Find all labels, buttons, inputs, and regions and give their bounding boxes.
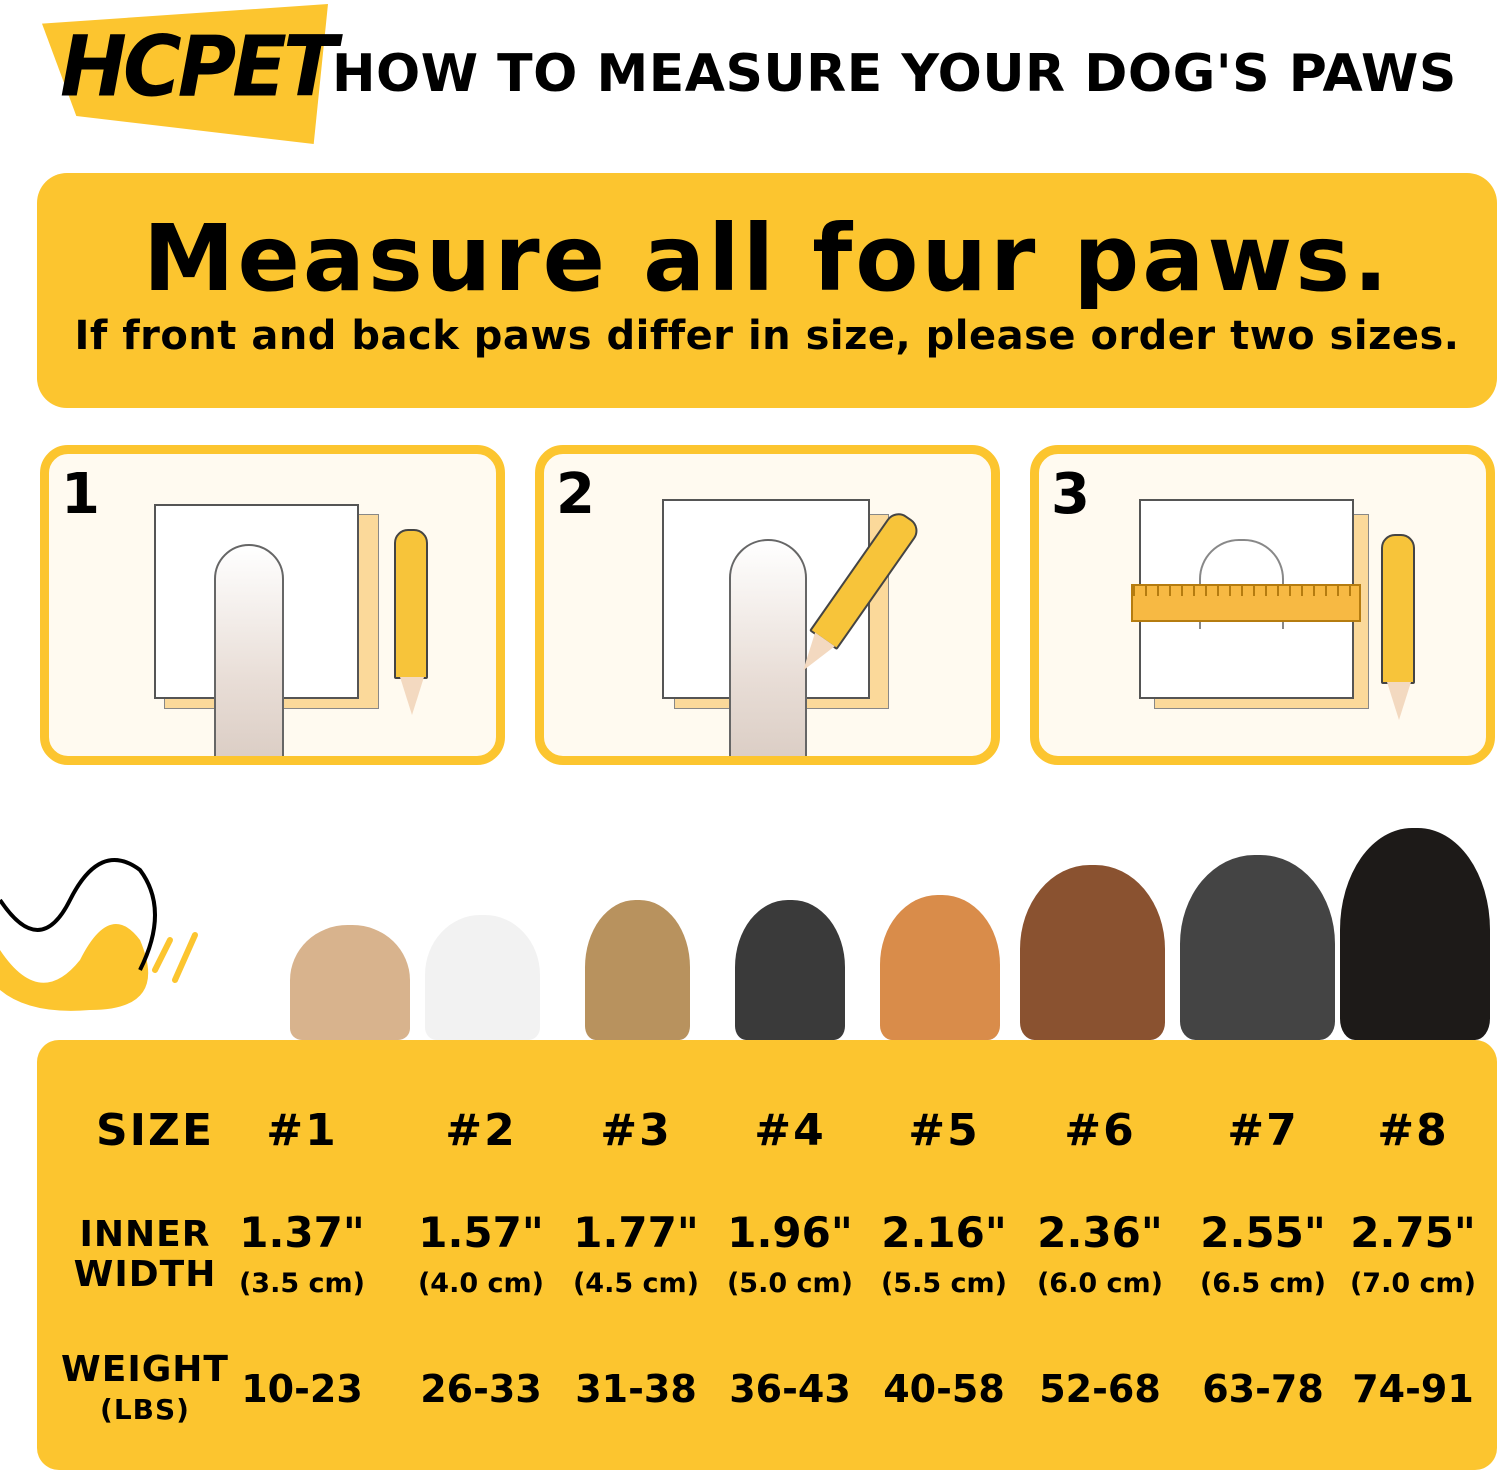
inner-width-cm: (5.0 cm) [726, 1268, 854, 1299]
inner-width-cm: (7.0 cm) [1349, 1268, 1477, 1299]
pencil-icon [394, 529, 428, 715]
inner-width-label: INNER WIDTH [74, 1215, 217, 1295]
dog-schnauzer-image [735, 900, 845, 1040]
banner-subtext: If front and back paws differ in size, p… [74, 313, 1460, 359]
weight-label-text: WEIGHT [61, 1349, 229, 1390]
inner-width-cm: (6.5 cm) [1199, 1268, 1327, 1299]
inner-width-inches: 2.55" [1200, 1208, 1326, 1257]
step-number: 3 [1051, 462, 1090, 527]
dog-yorkie-image [585, 900, 690, 1040]
dog-paw-icon [214, 544, 284, 756]
weight-unit: (LBS) [100, 1393, 190, 1426]
step-panel-1: 1 [40, 445, 505, 765]
weight-range: 36-43 [729, 1367, 851, 1411]
step-number: 1 [61, 462, 100, 527]
dog-paw-icon [729, 539, 807, 756]
weight-range: 10-23 [241, 1367, 363, 1411]
inner-width-inches: 1.37" [239, 1208, 365, 1257]
inner-width-inches: 2.36" [1037, 1208, 1163, 1257]
dog-bichon-image [425, 915, 540, 1040]
size-cell: #4 [754, 1105, 826, 1156]
size-cell: #5 [908, 1105, 980, 1156]
weight-range: 74-91 [1352, 1367, 1474, 1411]
size-cell: #6 [1064, 1105, 1136, 1156]
decorative-swoosh-icon [0, 858, 198, 1011]
dog-rottweiler-image [1340, 828, 1490, 1040]
dog-chihuahua-image [290, 925, 410, 1040]
inner-width-inches: 2.75" [1350, 1208, 1476, 1257]
dog-aussie-image [1020, 865, 1165, 1040]
size-cell: #1 [266, 1105, 338, 1156]
size-label: SIZE [95, 1105, 215, 1156]
weight-range: 26-33 [420, 1367, 542, 1411]
step-panel-2: 2 [535, 445, 1000, 765]
size-cell: #8 [1377, 1105, 1449, 1156]
page-title: HOW TO MEASURE YOUR DOG'S PAWS [332, 44, 1457, 104]
inner-width-inches: 1.77" [573, 1208, 699, 1257]
inner-width-cm: (6.0 cm) [1036, 1268, 1164, 1299]
size-cell: #2 [445, 1105, 517, 1156]
inner-width-cm: (3.5 cm) [238, 1268, 366, 1299]
weight-label: WEIGHT (LBS) [61, 1350, 229, 1430]
step-number: 2 [556, 462, 595, 527]
size-cell: #7 [1227, 1105, 1299, 1156]
brand-logo: HCPET [60, 17, 338, 116]
weight-range: 40-58 [883, 1367, 1005, 1411]
instruction-banner: Measure all four paws. If front and back… [37, 173, 1497, 408]
weight-range: 31-38 [575, 1367, 697, 1411]
size-cell: #3 [600, 1105, 672, 1156]
inner-width-cm: (4.0 cm) [417, 1268, 545, 1299]
inner-width-label-line2: WIDTH [73, 1254, 217, 1295]
dog-shiba-image [880, 895, 1000, 1040]
ruler-icon [1131, 584, 1361, 622]
inner-width-cm: (5.5 cm) [880, 1268, 1008, 1299]
inner-width-inches: 2.16" [881, 1208, 1007, 1257]
inner-width-inches: 1.96" [727, 1208, 853, 1257]
step-panel-3: 3 [1030, 445, 1495, 765]
weight-range: 52-68 [1039, 1367, 1161, 1411]
inner-width-cm: (4.5 cm) [572, 1268, 700, 1299]
inner-width-inches: 1.57" [418, 1208, 544, 1257]
dog-husky-image [1180, 855, 1335, 1040]
pencil-icon [1381, 534, 1415, 720]
size-chart [37, 1040, 1497, 1470]
banner-heading: Measure all four paws. [142, 205, 1392, 312]
weight-range: 63-78 [1202, 1367, 1324, 1411]
inner-width-label-line1: INNER [79, 1214, 211, 1255]
